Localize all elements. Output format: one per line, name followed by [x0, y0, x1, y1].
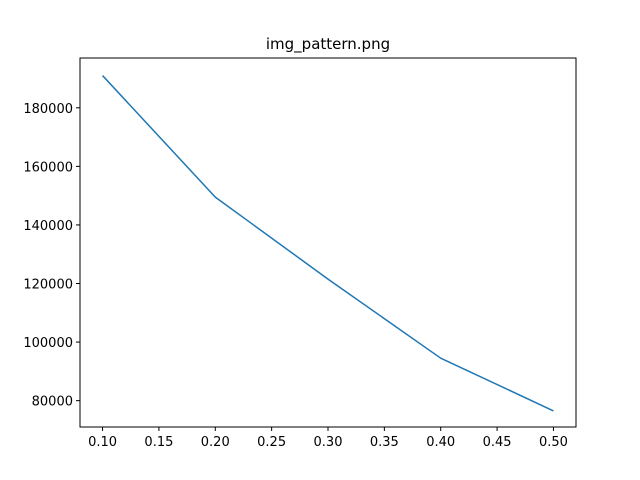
x-axis: 0.10 0.15 0.20 0.25 0.30 0.35 0.40 0.45 0.50 [88, 427, 568, 450]
y-tick-label: 180000 [23, 102, 73, 117]
plot-frame [79, 57, 577, 428]
y-tick-label: 120000 [23, 278, 73, 293]
x-tick-label: 0.25 [257, 435, 286, 450]
x-tick-label: 0.10 [88, 435, 117, 450]
y-axis: 80000 100000 120000 140000 160000 180000 [23, 102, 80, 410]
series-line [102, 75, 554, 412]
plot-area [102, 75, 554, 412]
x-tick-label: 0.15 [144, 435, 173, 450]
chart-title: img_pattern.png [266, 35, 390, 54]
y-tick-label: 100000 [23, 336, 73, 351]
x-tick-label: 0.35 [370, 435, 399, 450]
y-tick-label: 160000 [23, 160, 73, 175]
x-tick-label: 0.50 [539, 435, 568, 450]
x-tick-label: 0.30 [314, 435, 343, 450]
x-tick-label: 0.45 [483, 435, 512, 450]
y-tick-label: 80000 [32, 395, 73, 410]
y-tick-label: 140000 [23, 219, 73, 234]
x-tick-label: 0.20 [201, 435, 230, 450]
x-tick-label: 0.40 [426, 435, 455, 450]
